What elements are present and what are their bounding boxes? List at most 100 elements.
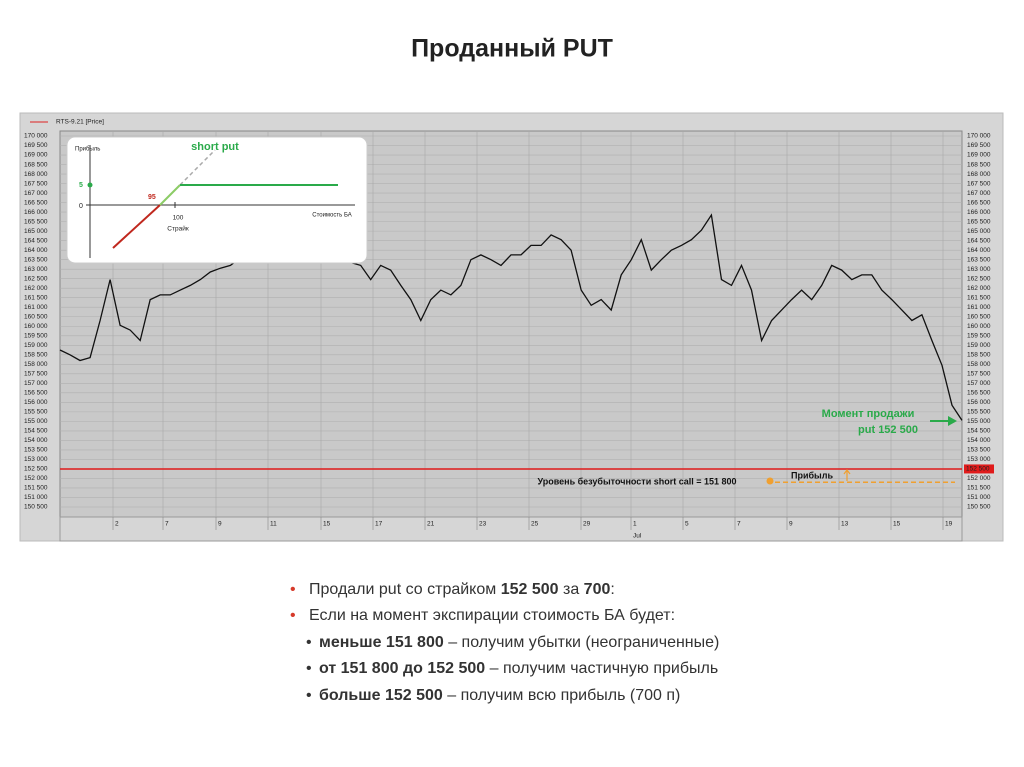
y-tick-label: 166 000 [967, 209, 991, 216]
x-tick-label: 29 [583, 521, 591, 528]
bullet-text: 152 500 [500, 581, 559, 598]
bullet: • Продали put со страйком 152 500 за 700: [290, 577, 990, 603]
y-tick-label: 157 000 [24, 380, 48, 387]
y-tick-label: 161 500 [967, 294, 991, 301]
inset-premium: 5 [79, 182, 83, 189]
y-tick-label: 161 000 [967, 304, 991, 311]
inset-diagram: Прибыль 5 0 95 100 Страйк Стоимость БА s… [66, 136, 368, 264]
y-tick-label: 160 000 [967, 323, 991, 330]
y-tick-label: 151 000 [967, 494, 991, 501]
x-tick-label: 17 [375, 521, 383, 528]
dashed-extension [179, 149, 216, 186]
y-tick-label: 153 500 [24, 447, 48, 454]
x-tick-label: 11 [270, 521, 277, 528]
y-tick-label: 168 000 [24, 171, 48, 178]
y-tick-label: 166 500 [24, 199, 48, 206]
y-tick-label: 164 500 [24, 237, 48, 244]
bullet-text: за [558, 581, 584, 598]
price-line [59, 213, 963, 421]
bullet-text: 700 [583, 581, 611, 598]
y-tick-label: 169 500 [967, 142, 991, 149]
y-tick-label: 158 000 [967, 361, 991, 368]
y-tick-label: 161 500 [24, 294, 48, 301]
y-tick-label: 156 000 [24, 399, 48, 406]
y-tick-label: 160 500 [24, 313, 48, 320]
slide-title: Проданный PUT [411, 35, 613, 63]
y-tick-label: 152 500 [24, 466, 48, 473]
arrow-head [948, 416, 957, 426]
bullet-dot: • [290, 581, 296, 598]
x-tick-label: 13 [841, 521, 849, 528]
y-tick-label: 154 000 [24, 437, 48, 444]
x-tick-label: 23 [479, 521, 487, 528]
bullet-text: Продали put со страйком [309, 581, 501, 598]
x-tick-label: 25 [531, 521, 539, 528]
y-tick-label: 165 000 [24, 228, 48, 235]
x-tick-label: 15 [323, 521, 331, 528]
y-tick-label: 153 500 [967, 447, 991, 454]
y-tick-label: 166 000 [24, 209, 48, 216]
y-tick-label: 163 500 [967, 256, 991, 263]
y-tick-label: 168 500 [967, 161, 991, 168]
x-tick-label: 7 [165, 521, 169, 528]
x-tick-label: 19 [945, 521, 953, 528]
y-tick-label: 169 000 [24, 152, 48, 159]
inset-title: short put [191, 141, 239, 153]
month-label: Jul [633, 533, 642, 540]
y-tick-label: 159 500 [967, 332, 991, 339]
inset-strike: Страйк [167, 225, 189, 233]
y-tick-label: 154 500 [967, 428, 991, 435]
y-tick-label: 167 500 [967, 180, 991, 187]
y-tick-label: 152 000 [967, 475, 991, 482]
annotation-dot [766, 477, 774, 485]
y-tick-label: 155 000 [24, 418, 48, 425]
bullet-dot: • [290, 607, 296, 625]
y-tick-label: 164 000 [967, 247, 991, 254]
x-tick-label: 21 [427, 521, 435, 528]
y-tick-label: 157 500 [24, 371, 48, 378]
y-tick-label: 162 000 [24, 285, 48, 292]
inset-x-label: Стоимость БА [312, 213, 352, 219]
bullet-text: Если на момент экспирации стоимость БА б… [309, 607, 676, 625]
y-tick-label: 167 500 [24, 180, 48, 187]
y-tick-label: 153 000 [24, 456, 48, 463]
y-tick-label: 159 000 [24, 342, 48, 349]
bullet-text: : [610, 581, 615, 598]
bullet-dot: • [306, 660, 312, 678]
y-tick-label: 162 500 [24, 275, 48, 282]
y-tick-label: 156 000 [967, 399, 991, 406]
legend-label: RTS-9.21 [Price] [56, 119, 104, 126]
y-tick-label: 155 500 [967, 409, 991, 416]
y-tick-label: 157 500 [967, 371, 991, 378]
y-tick-label: 165 000 [967, 228, 991, 235]
y-tick-label: 162 000 [967, 285, 991, 292]
inset-strike-value: 100 [173, 215, 184, 222]
axis-marker [964, 464, 994, 474]
y-tick-label: 151 500 [967, 485, 991, 492]
y-tick-label: 151 500 [24, 485, 48, 492]
x-tick-label: 9 [789, 521, 793, 528]
y-tick-label: 166 500 [967, 199, 991, 206]
y-tick-label: 156 500 [24, 390, 48, 397]
bullet: • от 151 800 до 152 500 – получим частичн… [290, 656, 990, 682]
y-tick-label: 160 500 [967, 313, 991, 320]
annotation: Момент продажи [822, 408, 915, 420]
bullet-text: меньше 151 800 [319, 633, 444, 651]
bullet-text: – получим частичную прибыль [485, 660, 719, 678]
y-tick-label: 169 500 [24, 142, 48, 149]
y-tick-label: 155 000 [967, 418, 991, 425]
inset-box [66, 136, 368, 264]
x-tick-label: 15 [893, 521, 901, 528]
y-tick-label: 152 000 [24, 475, 48, 482]
y-tick-label: 164 000 [24, 247, 48, 254]
partial-profit-line [159, 184, 181, 206]
y-tick-label: 162 500 [967, 275, 991, 282]
bullet-text: – получим убытки (неограниченные) [443, 633, 720, 651]
y-tick-label: 159 500 [24, 332, 48, 339]
y-tick-label: 161 000 [24, 304, 48, 311]
bullet-dot: • [306, 633, 312, 651]
bullet: • меньше 151 800 – получим убытки (неогра… [290, 630, 990, 656]
y-tick-label: 165 500 [967, 218, 991, 225]
bullet-text: больше 152 500 [319, 686, 443, 704]
